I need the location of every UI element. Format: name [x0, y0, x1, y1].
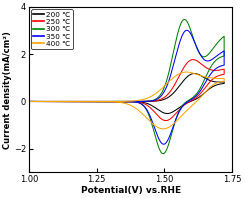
250 ℃: [27, 100, 30, 103]
350 ℃: [52, 100, 55, 103]
Line: 300 ℃: 300 ℃: [29, 19, 224, 154]
200 ℃: [148, 100, 151, 103]
250 ℃: [192, 58, 195, 61]
350 ℃: [27, 100, 30, 103]
250 ℃: [218, 69, 221, 71]
350 ℃: [97, 100, 100, 103]
400 ℃: [35, 100, 38, 103]
350 ℃: [185, 29, 188, 31]
400 ℃: [27, 100, 30, 103]
200 ℃: [204, 91, 207, 93]
300 ℃: [27, 100, 30, 103]
200 ℃: [218, 81, 221, 83]
Line: 400 ℃: 400 ℃: [29, 72, 224, 129]
300 ℃: [162, 152, 165, 155]
200 ℃: [193, 72, 196, 75]
400 ℃: [162, 128, 165, 130]
400 ℃: [27, 100, 30, 103]
200 ℃: [27, 100, 30, 103]
200 ℃: [52, 100, 55, 103]
Line: 200 ℃: 200 ℃: [29, 73, 224, 113]
200 ℃: [35, 100, 38, 103]
X-axis label: Potential(V) vs.RHE: Potential(V) vs.RHE: [81, 186, 181, 194]
350 ℃: [218, 53, 221, 55]
Legend: 200 ℃, 250 ℃, 300 ℃, 350 ℃, 400 ℃: 200 ℃, 250 ℃, 300 ℃, 350 ℃, 400 ℃: [31, 9, 73, 49]
250 ℃: [204, 86, 207, 88]
200 ℃: [166, 112, 169, 115]
350 ℃: [162, 143, 165, 145]
400 ℃: [97, 100, 100, 103]
300 ℃: [183, 18, 186, 21]
350 ℃: [148, 100, 151, 102]
250 ℃: [97, 100, 100, 103]
350 ℃: [27, 100, 30, 103]
200 ℃: [97, 100, 100, 103]
400 ℃: [204, 90, 207, 93]
Y-axis label: Current density(mA/cm²): Current density(mA/cm²): [3, 31, 12, 149]
250 ℃: [27, 100, 30, 103]
300 ℃: [204, 76, 207, 78]
250 ℃: [52, 100, 55, 103]
300 ℃: [52, 100, 55, 103]
300 ℃: [35, 100, 38, 103]
400 ℃: [148, 96, 151, 98]
350 ℃: [35, 100, 38, 103]
Line: 250 ℃: 250 ℃: [29, 60, 224, 121]
300 ℃: [97, 100, 100, 103]
250 ℃: [35, 100, 38, 103]
250 ℃: [148, 100, 151, 102]
300 ℃: [148, 100, 151, 102]
350 ℃: [204, 81, 207, 83]
400 ℃: [218, 77, 221, 80]
400 ℃: [185, 71, 188, 73]
400 ℃: [52, 100, 55, 103]
300 ℃: [27, 100, 30, 103]
300 ℃: [218, 39, 221, 42]
250 ℃: [164, 119, 167, 122]
Line: 350 ℃: 350 ℃: [29, 30, 224, 144]
200 ℃: [27, 100, 30, 103]
